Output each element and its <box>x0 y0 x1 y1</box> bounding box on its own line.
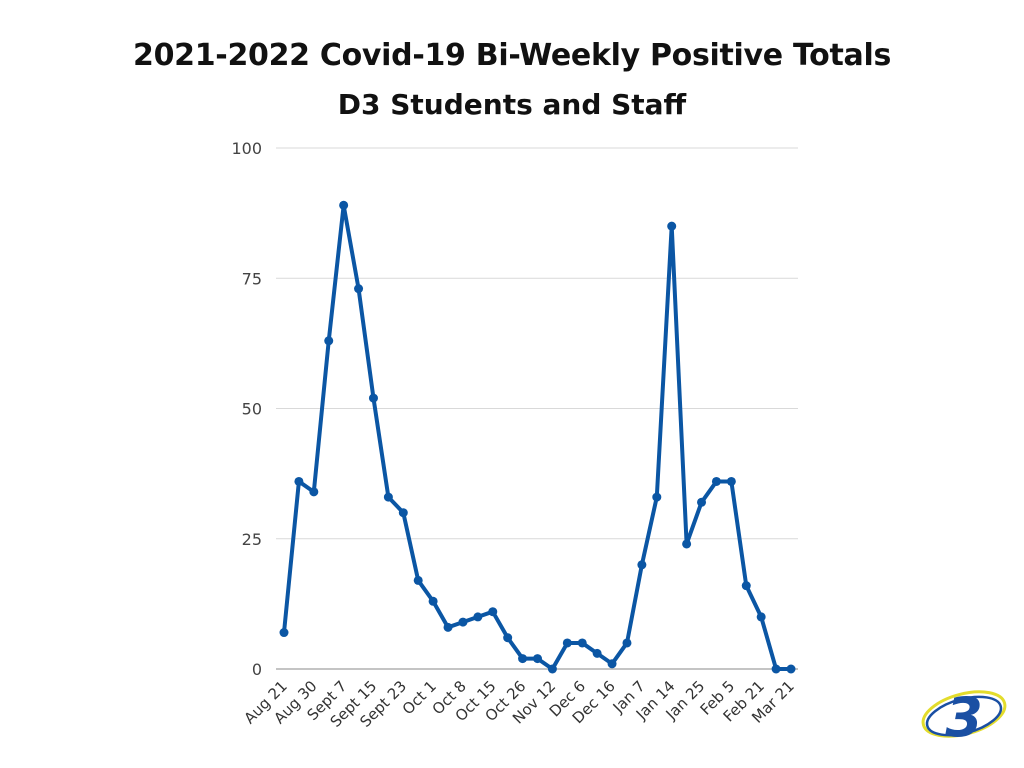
data-point <box>309 487 319 497</box>
data-point <box>547 664 557 674</box>
data-point <box>354 284 364 294</box>
data-point <box>324 336 334 346</box>
data-point <box>682 539 692 549</box>
d3-logo-icon: 3 <box>921 686 1007 748</box>
chart-title: 2021-2022 Covid-19 Bi-Weekly Positive To… <box>133 38 891 73</box>
chart-subtitle: D3 Students and Staff <box>337 88 687 121</box>
data-point <box>533 654 542 664</box>
data-point <box>383 492 393 502</box>
y-tick-label: 75 <box>242 269 262 288</box>
series-line <box>282 203 793 671</box>
series-points <box>279 200 796 674</box>
data-point <box>741 581 751 591</box>
data-point <box>279 628 289 638</box>
data-point <box>711 476 721 486</box>
data-point <box>503 633 513 643</box>
data-point <box>652 492 662 502</box>
data-point <box>637 560 647 570</box>
data-point <box>577 638 587 648</box>
data-point <box>518 654 528 664</box>
data-point <box>667 221 677 231</box>
data-point <box>697 497 707 507</box>
data-point <box>726 476 736 486</box>
data-point <box>443 622 453 632</box>
data-point <box>622 638 632 648</box>
data-point <box>368 393 378 403</box>
data-point <box>339 200 349 210</box>
data-point <box>413 575 423 585</box>
data-point <box>473 612 483 622</box>
data-point <box>562 638 572 648</box>
data-point <box>771 664 781 674</box>
grid <box>276 147 798 670</box>
y-axis: 0 25 50 75 100 <box>231 139 262 679</box>
data-point <box>488 607 498 617</box>
data-point <box>592 648 602 658</box>
data-point <box>756 612 766 622</box>
y-tick-label: 50 <box>242 400 262 419</box>
y-tick-label: 25 <box>242 530 262 549</box>
data-point <box>607 659 617 669</box>
data-point <box>428 596 438 606</box>
data-point <box>458 617 468 627</box>
data-point <box>786 664 796 674</box>
y-tick-label: 100 <box>231 139 262 158</box>
data-point <box>398 508 408 518</box>
y-tick-label: 0 <box>252 660 262 679</box>
data-point <box>294 476 304 486</box>
logo-text: 3 <box>945 686 983 748</box>
